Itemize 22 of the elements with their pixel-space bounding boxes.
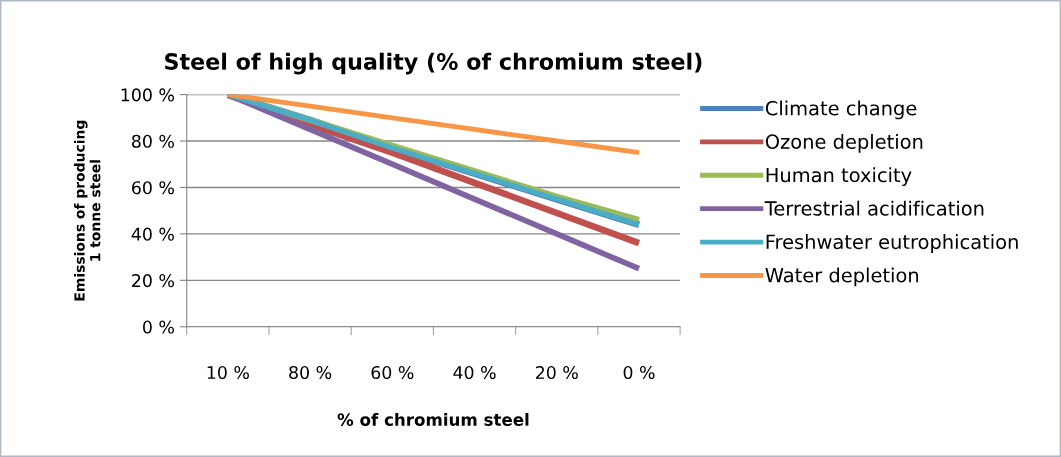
x-tick-label: 60 % (371, 365, 414, 380)
x-tick-label: 10 % (207, 365, 249, 380)
x-axis-title: % of chromium steel (337, 413, 529, 426)
y-tick-label: 0 % (143, 320, 174, 334)
y-tick-label: 40 % (131, 227, 174, 241)
x-tick-label: 0 % (623, 365, 655, 380)
y-axis-title: Emissions of producing 1 tonne steel (74, 120, 101, 301)
y-tick-label: 60 % (132, 181, 174, 195)
legend-label: Water depletion (765, 267, 919, 287)
y-tick-label: 80 % (132, 134, 174, 148)
y-tick-label: 20 % (132, 274, 174, 288)
legend-label: Terrestrial acidification (764, 200, 984, 216)
chart-title: Steel of high quality (% of chromium steel) (165, 52, 702, 75)
x-tick-label: 20 % (535, 365, 578, 380)
x-tick-label: 40 % (453, 365, 496, 380)
line-series (225, 94, 642, 156)
legend-label: Human toxicity (766, 167, 912, 187)
legend-label: Climate change (765, 100, 917, 120)
legend-label: Ozone depletion (765, 133, 923, 153)
x-tick-label: 80 % (289, 365, 332, 380)
legend-label: Freshwater eutrophication (766, 234, 1018, 253)
y-tick-label: 100 % (121, 88, 174, 102)
